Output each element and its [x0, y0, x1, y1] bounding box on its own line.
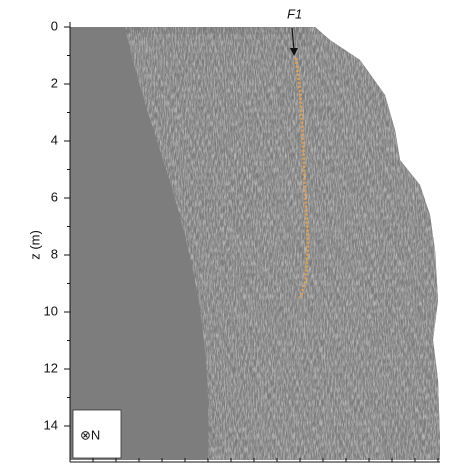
y-axis-label: z (m) [27, 230, 42, 260]
y-tick-label: 10 [44, 303, 58, 318]
orientation-box [72, 409, 122, 459]
annotation: F1 [287, 6, 302, 21]
y-tick-label: 2 [51, 75, 58, 90]
fault-trace [294, 57, 310, 299]
y-tick-label: 4 [51, 132, 58, 147]
y-tick-label: 12 [44, 360, 58, 375]
arrow [291, 27, 295, 51]
y-tick-label: 0 [51, 18, 58, 33]
y-tick-label: 14 [44, 417, 58, 432]
y-tick-label: 6 [51, 189, 58, 204]
orientation-label: ⊗N [80, 427, 100, 442]
radargram [70, 27, 440, 460]
y-tick-label: 8 [51, 246, 58, 261]
arrow-head [290, 48, 298, 56]
